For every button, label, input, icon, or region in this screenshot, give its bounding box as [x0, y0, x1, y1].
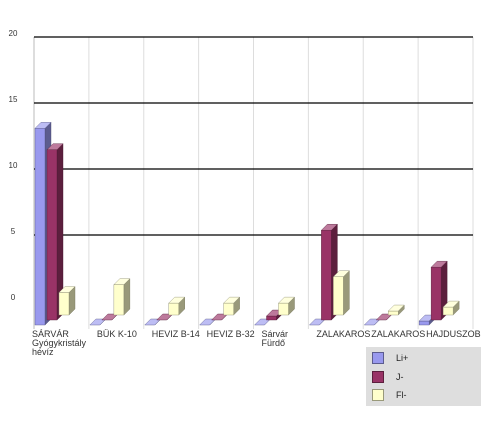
chart-legend: Li+ J- Fl-	[366, 347, 481, 406]
legend-label-fl: Fl-	[396, 390, 407, 400]
bar-fl-4	[278, 296, 295, 316]
y-axis-ticks: 0 5 10 15 20	[9, 29, 18, 302]
legend-swatch-li	[372, 352, 384, 364]
bar-fl-3	[223, 296, 241, 316]
x-category-label: Sárvár Fürdő	[262, 329, 289, 348]
x-category-label-line: HEVIZ B-32	[207, 329, 255, 339]
x-category-label-line: hévíz	[32, 347, 54, 357]
x-category-label-line: Gyógykristály	[32, 338, 87, 348]
x-axis-categories: SÁRVÁR Gyógykristály hévíz BÜK K-10 HEVIZ B-…	[32, 329, 481, 357]
chart-grid	[33, 36, 474, 329]
bar-fl-0	[58, 286, 76, 316]
x-category-label-line: BÜK K-10	[97, 329, 137, 339]
y-tick-label: 20	[9, 29, 18, 38]
legend-swatch-j	[372, 371, 384, 383]
legend-label-j: J-	[396, 372, 404, 382]
x-category-label: HAJDUSZOB	[426, 329, 481, 339]
legend-item-j: J-	[372, 370, 404, 384]
x-category-label: SÁRVÁR Gyógykristály hévíz	[32, 329, 87, 357]
y-tick-label: 15	[9, 95, 18, 104]
legend-item-li: Li+	[372, 351, 408, 365]
y-tick-label: 0	[11, 293, 16, 302]
x-category-label: HEVIZ B-32	[207, 329, 255, 339]
legend-swatch-fl	[372, 389, 384, 401]
bar-fl-1	[113, 278, 131, 316]
y-tick-label: 10	[9, 161, 18, 170]
x-category-label: ZALAKAROS	[371, 329, 425, 339]
y-tick-label: 5	[11, 227, 16, 236]
legend-label-li: Li+	[396, 353, 409, 363]
chart-bars	[34, 121, 460, 326]
x-category-label-line: Fürdő	[262, 338, 286, 348]
bar-fl-2	[168, 296, 186, 316]
x-category-label-line: SÁRVÁR	[32, 329, 69, 339]
x-category-label: BÜK K-10	[97, 329, 137, 339]
x-category-label-line: HEVIZ B-14	[152, 329, 200, 339]
x-category-label-line: ZALAKAROS	[371, 329, 425, 339]
x-category-label-line: HAJDUSZOB	[426, 329, 481, 339]
bar-fl-5	[332, 270, 350, 316]
bar-fl-7	[442, 300, 460, 316]
x-category-label-line: Sárvár	[262, 329, 289, 339]
bar-fl-6	[387, 304, 405, 316]
x-category-label: HEVIZ B-14	[152, 329, 200, 339]
x-category-label: ZALAKAROS	[316, 329, 370, 339]
x-category-label-line: ZALAKAROS	[316, 329, 370, 339]
legend-item-fl: Fl-	[372, 388, 407, 402]
